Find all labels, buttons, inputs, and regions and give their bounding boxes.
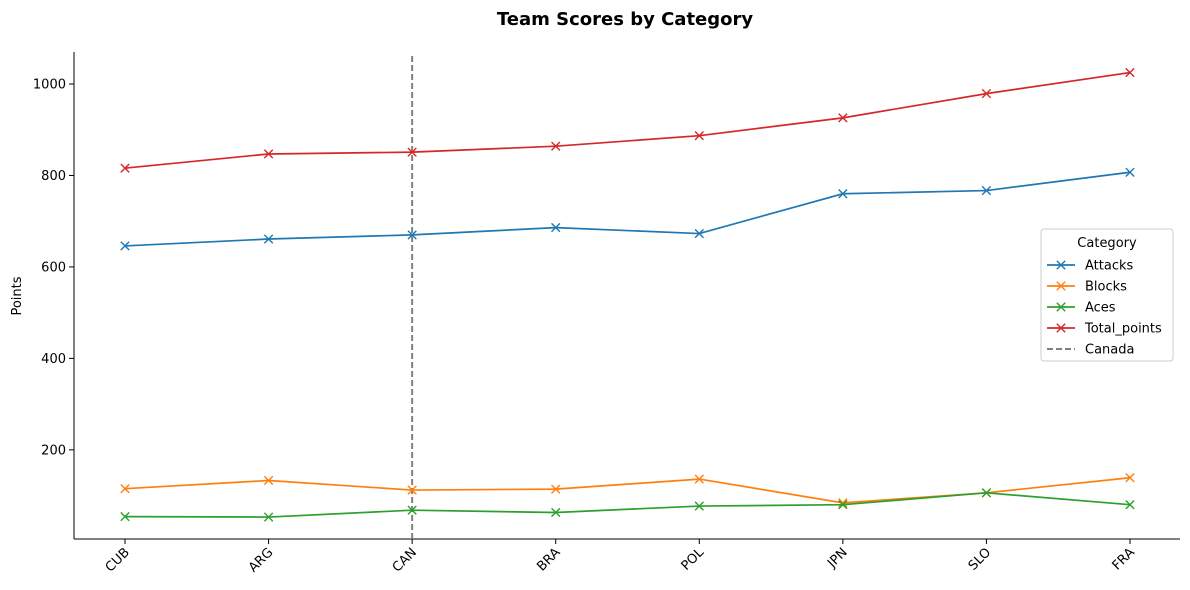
data-point <box>263 475 274 486</box>
data-point <box>551 484 561 494</box>
data-point <box>120 511 130 522</box>
x-tick-label: CAN <box>390 545 420 575</box>
y-tick-label: 200 <box>41 443 66 458</box>
data-point <box>407 485 417 495</box>
series-aces <box>120 488 1135 522</box>
data-point <box>263 234 274 244</box>
data-point <box>551 507 561 518</box>
data-point <box>694 474 704 484</box>
y-tick-label: 600 <box>41 260 66 275</box>
data-point <box>838 113 848 123</box>
x-tick-label: JPN <box>824 545 850 571</box>
legend: Category Attacks Blocks Aces Total_points Can… <box>1040 228 1174 362</box>
x-tick-label: POL <box>679 545 708 574</box>
data-point <box>551 141 561 151</box>
series-total-points <box>120 67 1135 173</box>
data-point <box>694 228 704 239</box>
data-point <box>838 500 848 510</box>
data-point <box>1125 167 1135 177</box>
legend-label: Canada <box>1085 343 1134 358</box>
legend-label: Total_points <box>1084 322 1162 337</box>
data-point <box>407 505 417 515</box>
data-point <box>120 484 130 494</box>
legend-swatch-marker <box>1056 260 1066 270</box>
legend-title: Category <box>1077 236 1137 251</box>
data-point <box>263 512 274 522</box>
data-point <box>407 147 417 157</box>
series-line <box>124 476 1131 504</box>
x-tick-label: FRA <box>1110 545 1138 573</box>
series-attacks <box>120 167 1135 251</box>
data-point <box>981 488 992 498</box>
x-tick-label: SLO <box>966 545 994 573</box>
data-point <box>551 222 561 233</box>
data-point <box>981 88 992 99</box>
data-point <box>120 241 130 251</box>
data-point <box>981 185 992 196</box>
data-point <box>694 501 704 511</box>
legend-label: Attacks <box>1085 259 1134 274</box>
series-line <box>124 71 1131 169</box>
y-tick-label: 400 <box>41 352 66 367</box>
data-point <box>1125 67 1135 78</box>
legend-swatch-marker <box>1056 323 1066 333</box>
y-tick-label: 1000 <box>33 78 66 93</box>
y-axis-title: Points <box>10 276 25 315</box>
plot-area: 200 400 600 800 1000 CUB ARG CAN BRA POL JPN SLO FRA <box>33 52 1180 576</box>
data-point <box>1125 500 1135 510</box>
legend-label: Blocks <box>1085 280 1127 295</box>
x-tick-label: BRA <box>534 545 563 574</box>
x-tick-label: CUB <box>103 545 133 575</box>
data-point <box>120 163 130 173</box>
legend-label: Aces <box>1085 301 1116 316</box>
data-point <box>1125 473 1135 483</box>
data-point <box>407 230 417 240</box>
x-tick-label: ARG <box>246 545 276 575</box>
legend-swatch-marker <box>1056 281 1066 291</box>
series-blocks <box>120 473 1135 508</box>
chart-title: Team Scores by Category <box>497 9 754 30</box>
series-line <box>124 171 1131 247</box>
data-point <box>838 189 848 199</box>
series-line <box>124 491 1131 518</box>
data-point <box>263 149 274 159</box>
data-point <box>694 130 704 141</box>
y-tick-label: 800 <box>41 169 66 184</box>
data-point <box>838 498 848 508</box>
legend-swatch-marker <box>1056 302 1066 312</box>
